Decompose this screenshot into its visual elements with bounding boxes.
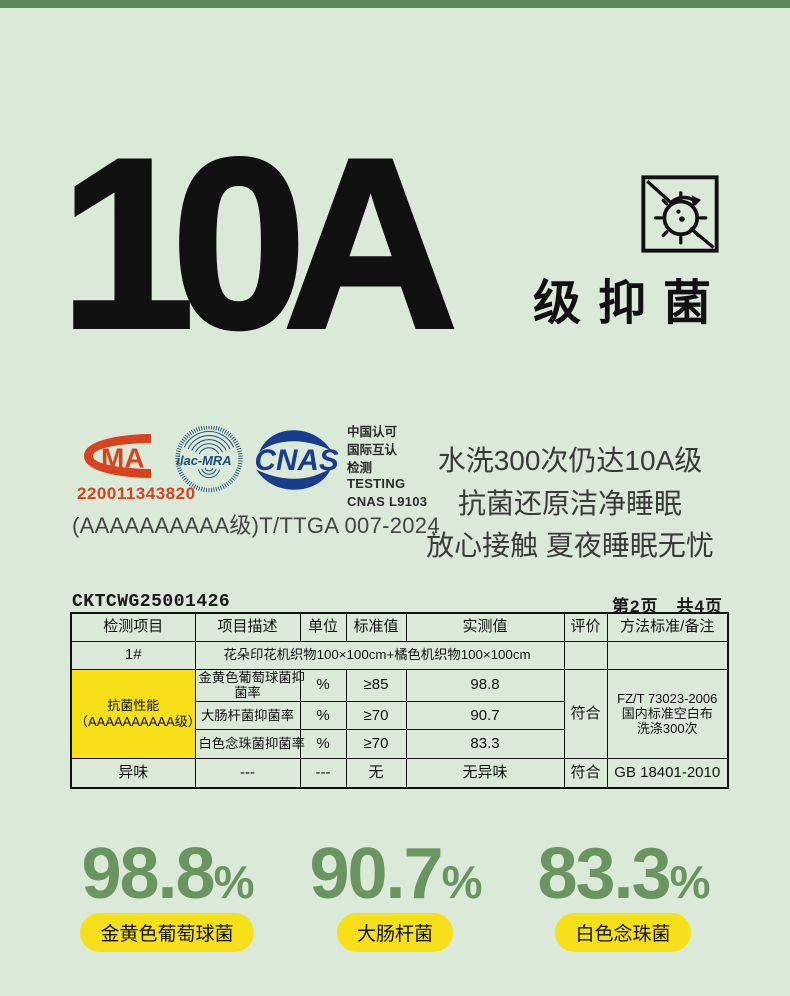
svg-text:MA: MA [101,443,145,474]
svg-text:ilac-MRA: ilac-MRA [176,453,231,468]
svg-text:CNAS: CNAS [255,444,339,477]
